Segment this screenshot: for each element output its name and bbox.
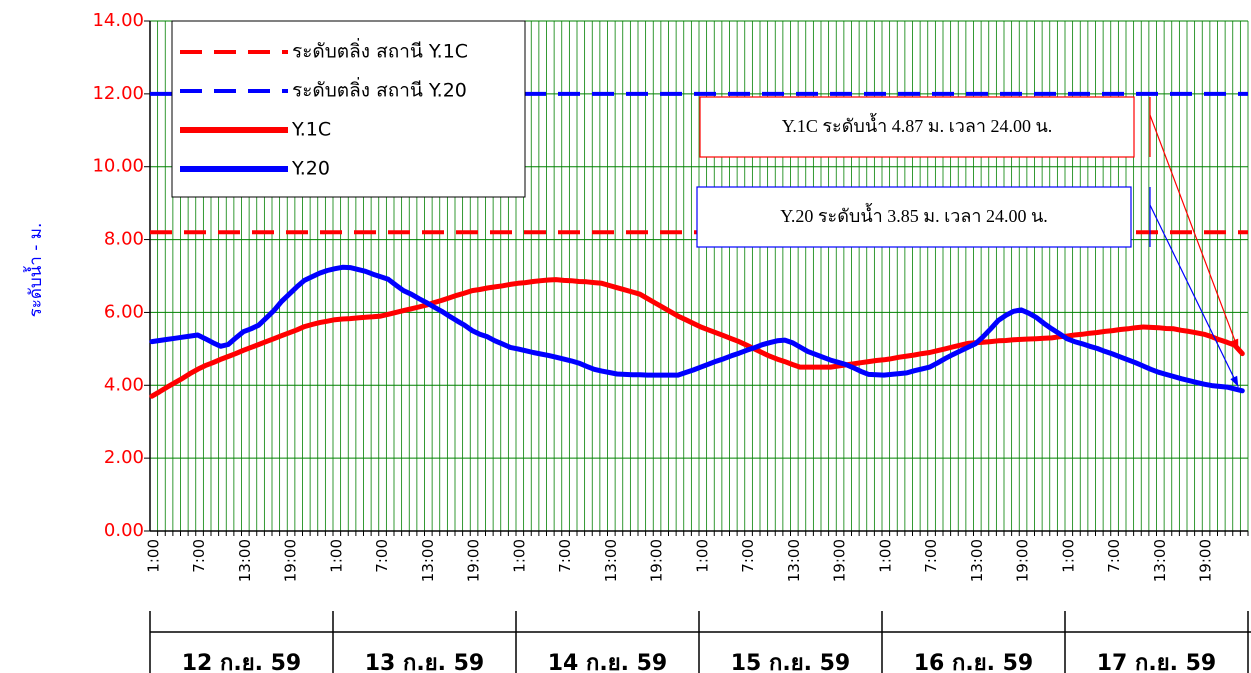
x-tick-label: 13:00 <box>968 539 986 582</box>
x-tick-label: 7:00 <box>1105 539 1123 573</box>
annotation-text: Y.20 ระดับน้ำ 3.85 ม. เวลา 24.00 น. <box>780 203 1048 226</box>
legend: ระดับตลิ่ง สถานี Y.1C ระดับตลิ่ง สถานี Y.… <box>171 20 526 198</box>
y-tick-label: 10.00 <box>92 156 144 177</box>
legend-label: ระดับตลิ่ง สถานี Y.20 <box>292 77 467 102</box>
y-tick-label: 2.00 <box>104 447 144 468</box>
day-label: 12 ก.ย. 59 <box>182 651 301 673</box>
x-tick-label: 13:00 <box>236 539 254 582</box>
annotation-arrow <box>1149 114 1239 350</box>
y-tick-label: 12.00 <box>92 83 144 104</box>
arrow-head <box>1230 375 1239 387</box>
x-tick-label: 19:00 <box>1014 539 1032 582</box>
x-tick-label: 1:00 <box>327 539 345 573</box>
x-tick-label: 7:00 <box>556 539 574 573</box>
day-label: 16 ก.ย. 59 <box>914 651 1033 673</box>
x-tick-label: 13:00 <box>1151 539 1169 582</box>
x-tick-label: 13:00 <box>602 539 620 582</box>
x-tick-label: 1:00 <box>693 539 711 573</box>
x-tick-label: 19:00 <box>648 539 666 582</box>
y-tick-label: 6.00 <box>104 301 144 322</box>
annotation-text: Y.1C ระดับน้ำ 4.87 ม. เวลา 24.00 น. <box>782 113 1053 136</box>
x-tick-label: 1:00 <box>876 539 894 573</box>
x-tick-label: 7:00 <box>739 539 757 573</box>
y-tick-label: 4.00 <box>104 374 144 395</box>
annotation-box <box>696 186 1132 248</box>
x-tick-label: 19:00 <box>465 539 483 582</box>
x-tick-label: 7:00 <box>922 539 940 573</box>
x-tick-label: 19:00 <box>1197 539 1215 582</box>
day-label: 15 ก.ย. 59 <box>731 651 850 673</box>
x-tick-label: 7:00 <box>190 539 208 573</box>
x-tick-label: 1:00 <box>510 539 528 573</box>
day-label: 17 ก.ย. 59 <box>1097 651 1216 673</box>
annotation-arrow <box>1149 204 1239 388</box>
x-tick-label: 1:00 <box>144 539 162 573</box>
y-axis-label: ระดับน้ำ - ม. <box>23 223 46 318</box>
x-tick-label: 7:00 <box>373 539 391 573</box>
arrow-head <box>1231 338 1239 350</box>
y-tick-label: 0.00 <box>104 520 144 541</box>
x-tick-label: 1:00 <box>1059 539 1077 573</box>
x-tick-label: 19:00 <box>831 539 849 582</box>
legend-label: ระดับตลิ่ง สถานี Y.1C <box>292 38 468 63</box>
day-label: 14 ก.ย. 59 <box>548 651 667 673</box>
x-tick-label: 13:00 <box>785 539 803 582</box>
legend-label: Y.20 <box>291 158 330 180</box>
annotation-box <box>699 96 1135 158</box>
y-tick-label: 8.00 <box>104 229 144 250</box>
legend-label: Y.1C <box>291 119 331 141</box>
x-tick-label: 19:00 <box>282 539 300 582</box>
x-tick-label: 13:00 <box>419 539 437 582</box>
y-tick-label: 14.00 <box>92 10 144 31</box>
series-line <box>149 264 1245 394</box>
day-label: 13 ก.ย. 59 <box>365 651 484 673</box>
